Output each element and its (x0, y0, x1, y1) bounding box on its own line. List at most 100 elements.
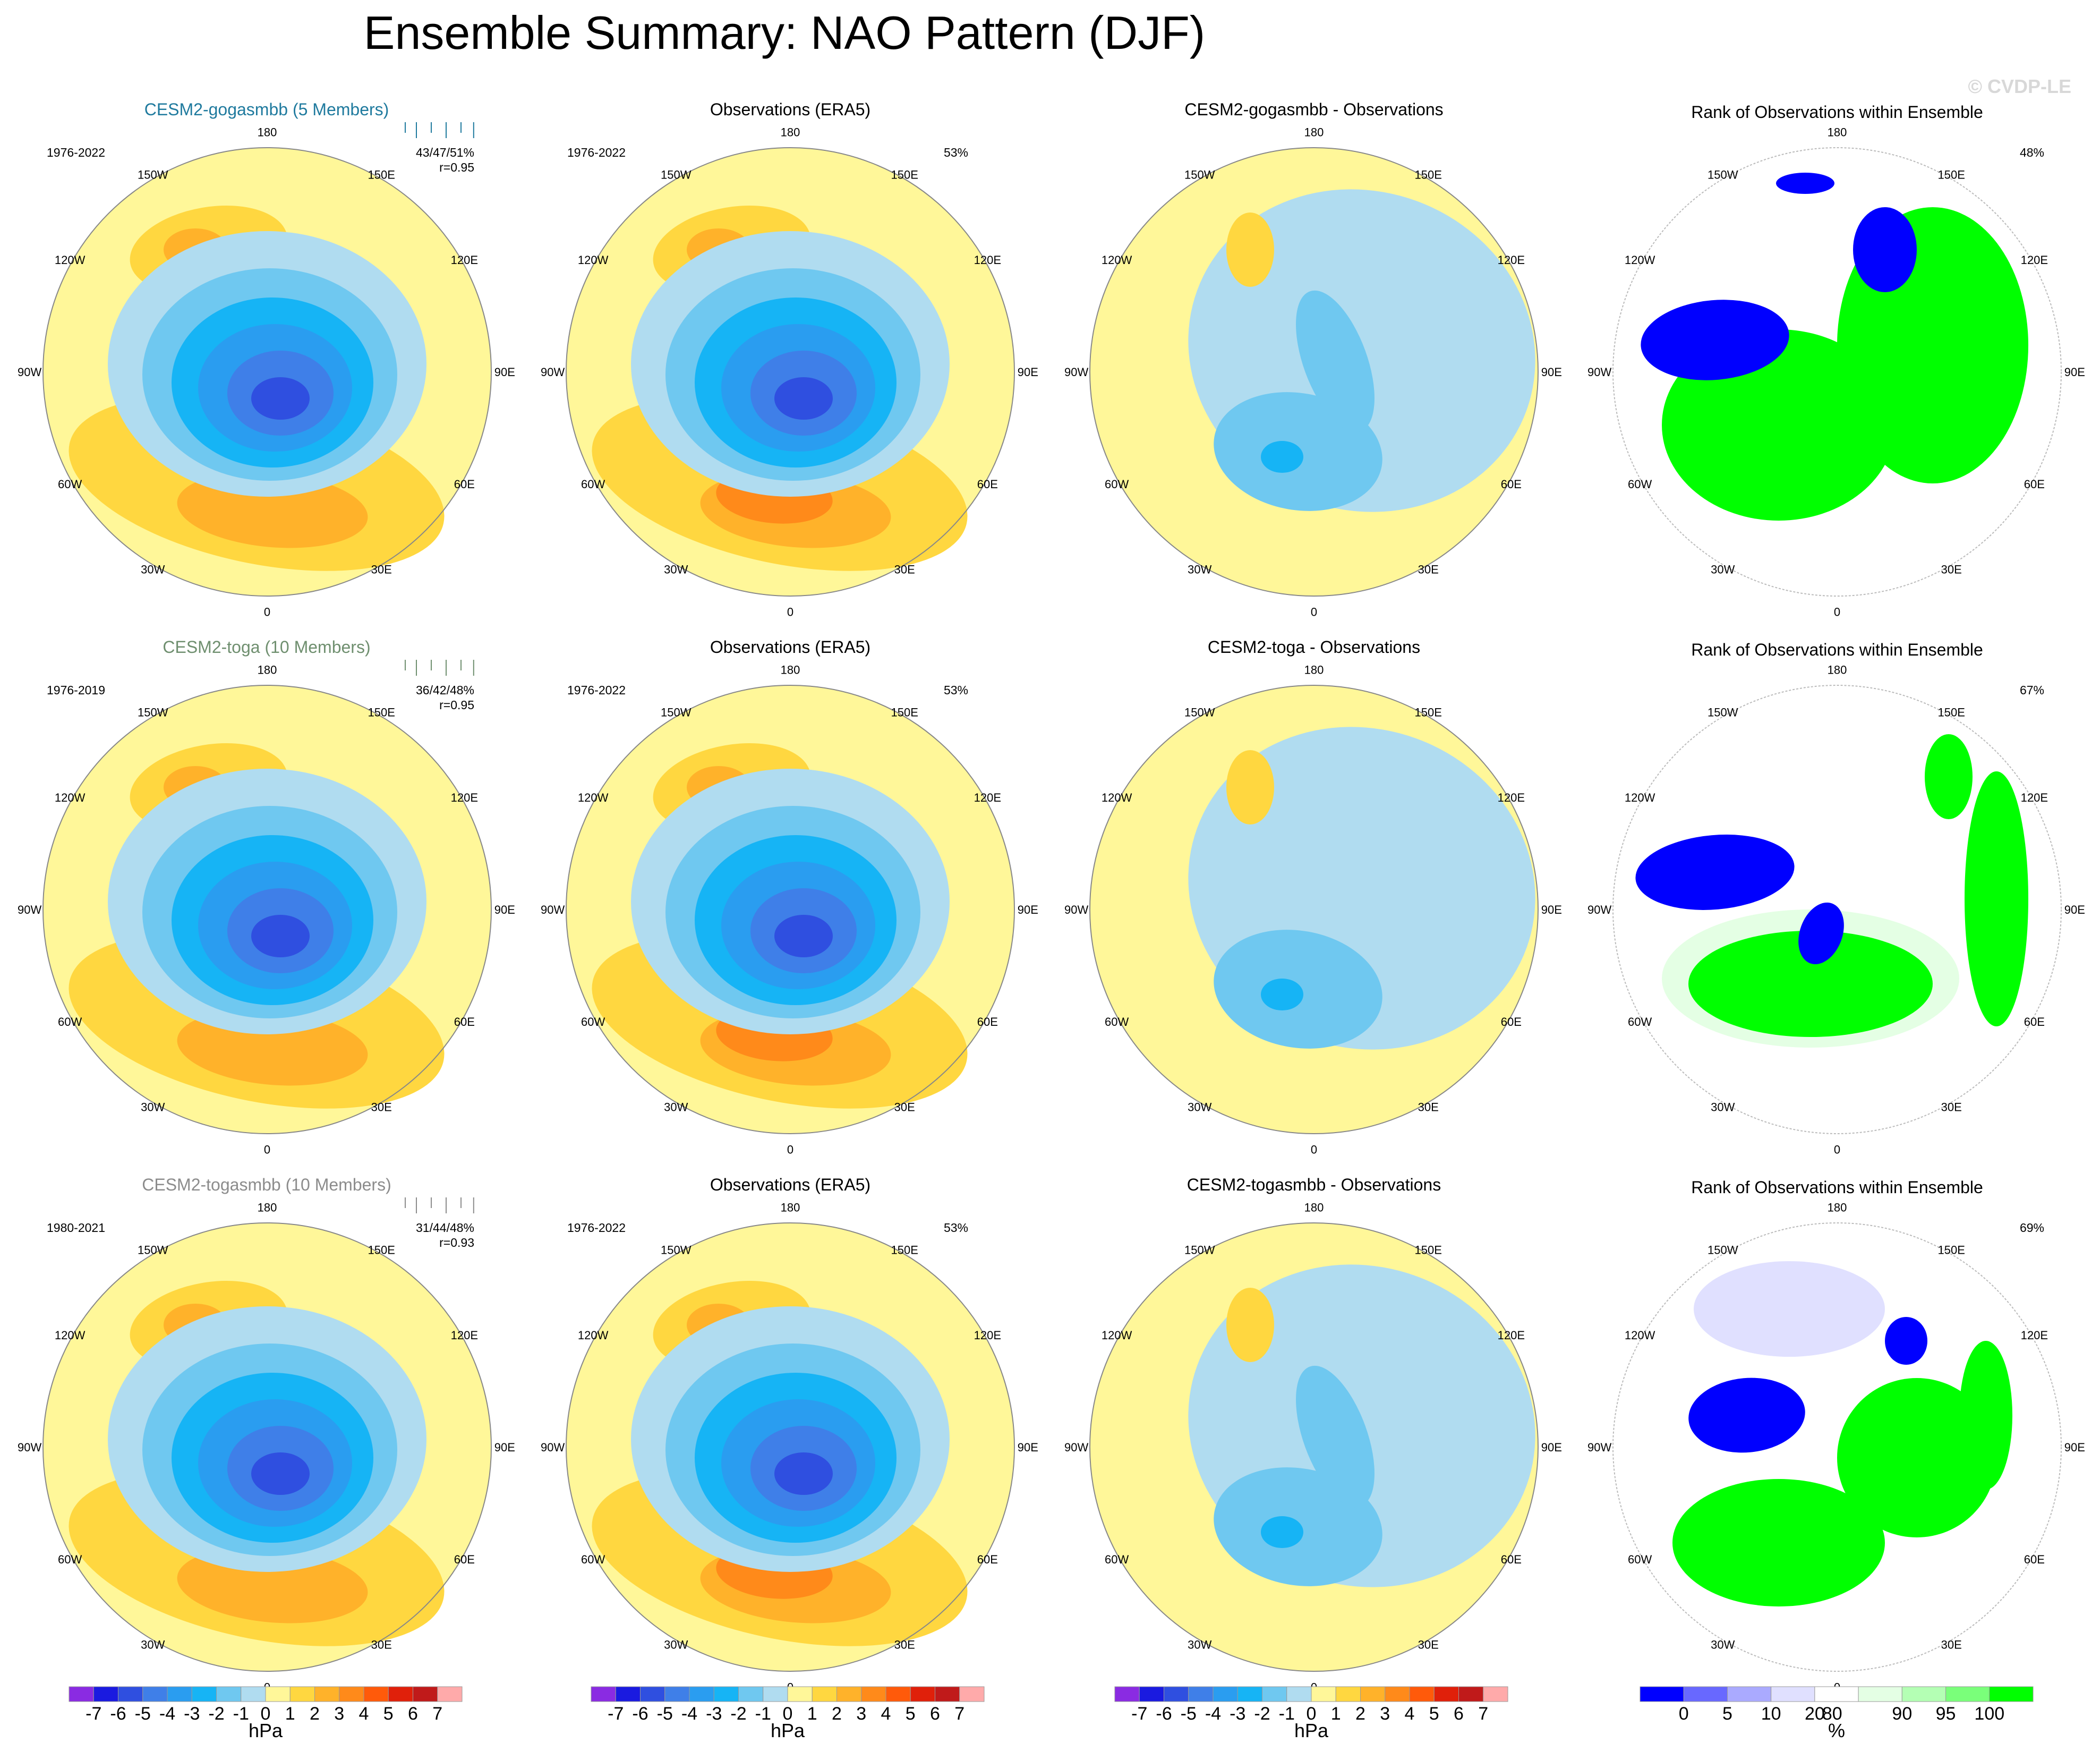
colorbar-swatch (314, 1686, 340, 1702)
longitude-label: 90E (2064, 365, 2085, 379)
longitude-label: 60W (581, 478, 605, 491)
longitude-label: 30E (894, 1100, 915, 1113)
watermark: © CVDP-LE (1968, 75, 2071, 97)
colorbar-swatch (763, 1686, 788, 1702)
colorbar-unit: hPa (249, 1720, 283, 1741)
longitude-label: 120W (55, 1329, 86, 1342)
longitude-label: 150W (1184, 706, 1215, 719)
longitude-label: 30E (371, 1638, 392, 1651)
longitude-label: 0 (1834, 1143, 1840, 1157)
longitude-label: 90E (1018, 1441, 1038, 1454)
longitude-label: 30E (894, 1638, 915, 1651)
colorbar-swatch (413, 1686, 438, 1702)
colorbar-swatch (1114, 1686, 1140, 1702)
stats-line-1: 36/42/48% (416, 683, 474, 697)
negative-diff-core (1261, 441, 1303, 473)
longitude-label: 150E (1938, 706, 1965, 719)
longitude-label: 90E (2064, 903, 2085, 916)
negative-anomaly-core (251, 377, 310, 420)
longitude-label: 180 (1304, 1201, 1324, 1214)
colorbar-tick-label: -7 (1131, 1704, 1147, 1724)
longitude-label: 90W (1587, 365, 1611, 379)
colorbar-tick-label: 90 (1892, 1704, 1912, 1724)
longitude-label: 120W (1625, 1329, 1655, 1342)
rank-high-siberia (1925, 734, 1973, 819)
colorbar-tick-label: 7 (954, 1704, 964, 1724)
rank-low-america (1641, 300, 1789, 380)
model-years: 1976-2022 (47, 146, 105, 159)
longitude-label: 180 (258, 663, 277, 676)
negative-diff-siberia (1296, 1365, 1375, 1508)
rank-title: Rank of Observations within Ensemble (1691, 1178, 1983, 1197)
longitude-label: 150E (891, 1244, 918, 1257)
colorbar-swatch (1989, 1686, 2034, 1702)
longitude-label: 150W (1184, 168, 1215, 182)
slp-colorbar-2: -7 -6 -5 -4 -3 -2 -1 0 1 2 3 4 5 6 7 hPa (1114, 1686, 1508, 1741)
map-outline (1089, 1222, 1539, 1672)
longitude-label: 90W (1064, 903, 1088, 916)
negative-diff-core (1261, 1516, 1303, 1548)
colorbar-swatch (1814, 1686, 1859, 1702)
rank-high-atlantic (1688, 931, 1933, 1037)
longitude-label: 90W (541, 365, 565, 379)
longitude-label: 90W (541, 903, 565, 916)
longitude-label: 30E (894, 563, 915, 576)
colorbar-swatch (1409, 1686, 1435, 1702)
colorbar-swatch (836, 1686, 862, 1702)
panel-model-1: 180 150E 120E 90E 60E 30E 0 30W 60W 90W 120W 150W CE… (18, 637, 515, 1157)
colorbar-tick-label: 20 (1805, 1704, 1825, 1724)
longitude-label: 0 (787, 606, 793, 619)
longitude-label: 30E (1941, 1638, 1962, 1651)
longitude-label: 90E (1541, 903, 1562, 916)
longitude-label: 30W (664, 1100, 688, 1113)
longitude-label: 150E (368, 706, 395, 719)
longitude-label: 90W (18, 1441, 41, 1454)
longitude-label: 150E (368, 1244, 395, 1257)
longitude-label: 60W (581, 1015, 605, 1028)
colorbar-swatch (191, 1686, 217, 1702)
rank-high-east (1965, 771, 2028, 1026)
obs-title: Observations (ERA5) (710, 100, 870, 119)
colorbar-tick-label: -2 (1254, 1704, 1270, 1724)
panel-rank-2: 180150E120E90E60E30E030W60W90W120W150WRa… (1587, 1178, 2085, 1694)
rank-pct: 69% (2020, 1221, 2044, 1235)
colorbar-tick-label: 0 (261, 1704, 271, 1724)
colorbar-tick-label: -2 (730, 1704, 746, 1724)
colorbar-tick-label: -7 (86, 1704, 101, 1724)
obs-title: Observations (ERA5) (710, 637, 870, 657)
longitude-label: 180 (258, 125, 277, 139)
longitude-label: 0 (264, 1143, 270, 1157)
slp-colorbar-0: -7 -6 -5 -4 -3 -2 -1 0 1 2 3 4 5 6 7 hPa (69, 1686, 463, 1741)
longitude-label: 30W (141, 1100, 165, 1113)
colorbar-swatch (787, 1686, 813, 1702)
panel-observations-1: 180 150E 120E 90E 60E 30E 0 30W 60W 90W 120W 150W Ob… (541, 637, 1038, 1157)
colorbar-tick-label: -3 (706, 1704, 722, 1724)
colorbar-swatch (738, 1686, 764, 1702)
longitude-label: 150E (1415, 1244, 1442, 1257)
longitude-label: 60W (1105, 1015, 1129, 1028)
diff-title: CESM2-gogasmbb - Observations (1184, 100, 1443, 119)
longitude-label: 90W (1587, 903, 1611, 916)
longitude-label: 30W (1711, 563, 1735, 576)
rank-high-atlantic (1672, 1479, 1885, 1606)
panel-grid: 180 150E 120E 90E 60E 30E 0 30W 60W 90W 120W 150W CE… (18, 100, 2085, 1694)
colorbar-tick-label: -4 (1205, 1704, 1221, 1724)
longitude-label: 30E (371, 1100, 392, 1113)
rank-low-america (1635, 835, 1795, 910)
rank-title: Rank of Observations within Ensemble (1691, 103, 1983, 122)
longitude-label: 180 (1828, 125, 1847, 139)
colorbar-tick-label: 4 (359, 1704, 369, 1724)
longitude-label: 120E (451, 253, 478, 267)
longitude-label: 180 (1828, 663, 1847, 676)
colorbar-swatch (388, 1686, 413, 1702)
longitude-label: 30E (1941, 1100, 1962, 1113)
colorbar-swatch (216, 1686, 242, 1702)
negative-anomaly-core (251, 915, 310, 957)
colorbar-swatch (167, 1686, 192, 1702)
colorbar-swatch (1458, 1686, 1484, 1702)
longitude-label: 60W (58, 1553, 82, 1566)
colorbar-swatch (1433, 1686, 1459, 1702)
longitude-label: 120E (2021, 791, 2048, 804)
